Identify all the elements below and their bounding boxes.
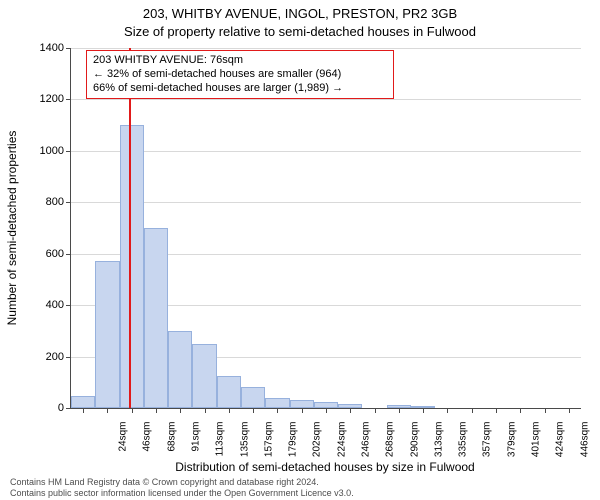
xtick-mark (496, 408, 497, 413)
xtick-mark (205, 408, 206, 413)
ytick-mark (66, 151, 71, 152)
xtick-mark (520, 408, 521, 413)
xtick-label: 179sqm (288, 422, 299, 467)
xtick-mark (447, 408, 448, 413)
grid-line (71, 151, 581, 152)
xtick-label: 401sqm (531, 422, 542, 467)
xtick-mark (569, 408, 570, 413)
reference-marker-line (129, 48, 131, 408)
histogram-bar (241, 387, 265, 408)
xtick-label: 335sqm (458, 422, 469, 467)
ytick-label: 1000 (4, 145, 64, 157)
histogram-bar (95, 261, 119, 408)
xtick-mark (472, 408, 473, 413)
grid-line (71, 202, 581, 203)
xtick-label: 379sqm (506, 422, 517, 467)
histogram-bar (144, 228, 168, 408)
xtick-label: 24sqm (118, 422, 129, 467)
ytick-mark (66, 99, 71, 100)
histogram-bar (290, 400, 314, 408)
xtick-label: 157sqm (263, 422, 274, 467)
chart-container: 203, WHITBY AVENUE, INGOL, PRESTON, PR2 … (0, 0, 600, 500)
legend-line-1: 203 WHITBY AVENUE: 76sqm (93, 54, 387, 68)
footer-line-1: Contains HM Land Registry data © Crown c… (10, 477, 354, 487)
histogram-bar (168, 331, 192, 408)
plot-area (70, 48, 581, 409)
ytick-mark (66, 408, 71, 409)
xtick-label: 424sqm (555, 422, 566, 467)
ytick-mark (66, 254, 71, 255)
xtick-mark (350, 408, 351, 413)
xtick-mark (156, 408, 157, 413)
ytick-label: 1400 (4, 42, 64, 54)
ytick-mark (66, 357, 71, 358)
ytick-label: 800 (4, 196, 64, 208)
xtick-label: 246sqm (361, 422, 372, 467)
ytick-label: 1200 (4, 93, 64, 105)
ytick-label: 600 (4, 248, 64, 260)
grid-line (71, 48, 581, 49)
xtick-mark (83, 408, 84, 413)
y-axis-label: Number of semi-detached properties (5, 131, 19, 326)
histogram-bar (120, 125, 144, 408)
xtick-label: 446sqm (579, 422, 590, 467)
xtick-label: 224sqm (336, 422, 347, 467)
histogram-bar (217, 376, 241, 408)
xtick-label: 357sqm (482, 422, 493, 467)
footer-attribution: Contains HM Land Registry data © Crown c… (10, 477, 354, 498)
ytick-label: 200 (4, 351, 64, 363)
xtick-label: 268sqm (385, 422, 396, 467)
legend-box: 203 WHITBY AVENUE: 76sqm ← 32% of semi-d… (86, 50, 394, 99)
ytick-mark (66, 305, 71, 306)
xtick-mark (326, 408, 327, 413)
histogram-bar (265, 398, 289, 408)
footer-line-2: Contains public sector information licen… (10, 488, 354, 498)
xtick-mark (423, 408, 424, 413)
xtick-mark (399, 408, 400, 413)
xtick-mark (180, 408, 181, 413)
xtick-mark (107, 408, 108, 413)
title-line-2: Size of property relative to semi-detach… (0, 24, 600, 39)
xtick-mark (253, 408, 254, 413)
xtick-label: 113sqm (215, 422, 226, 467)
grid-line (71, 99, 581, 100)
ytick-mark (66, 48, 71, 49)
xtick-label: 68sqm (166, 422, 177, 467)
histogram-bar (192, 344, 216, 408)
xtick-label: 46sqm (142, 422, 153, 467)
xtick-label: 313sqm (433, 422, 444, 467)
xtick-label: 135sqm (239, 422, 250, 467)
xtick-label: 202sqm (312, 422, 323, 467)
xtick-mark (375, 408, 376, 413)
xtick-mark (302, 408, 303, 413)
histogram-bar (71, 396, 95, 408)
ytick-mark (66, 202, 71, 203)
legend-line-3: 66% of semi-detached houses are larger (… (93, 82, 387, 96)
ytick-label: 400 (4, 299, 64, 311)
xtick-label: 91sqm (191, 422, 202, 467)
legend-line-2: ← 32% of semi-detached houses are smalle… (93, 68, 387, 82)
xtick-mark (545, 408, 546, 413)
xtick-mark (132, 408, 133, 413)
xtick-mark (229, 408, 230, 413)
xtick-mark (277, 408, 278, 413)
ytick-label: 0 (4, 402, 64, 414)
title-line-1: 203, WHITBY AVENUE, INGOL, PRESTON, PR2 … (0, 6, 600, 21)
xtick-label: 290sqm (409, 422, 420, 467)
